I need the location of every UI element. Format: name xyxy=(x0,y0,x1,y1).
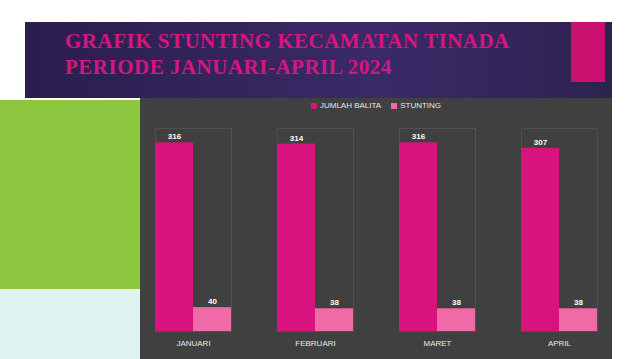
svg-text:MARET: MARET xyxy=(424,339,452,348)
svg-text:38: 38 xyxy=(574,298,583,307)
svg-text:JANUARI: JANUARI xyxy=(176,339,210,348)
html-text:JUMLAH BALITA: JUMLAH BALITA xyxy=(320,101,382,110)
svg-text:316: 316 xyxy=(168,132,182,141)
svg-text:307: 307 xyxy=(534,138,548,147)
svg-text:316: 316 xyxy=(412,132,426,141)
svg-text:38: 38 xyxy=(330,298,339,307)
svg-text:38: 38 xyxy=(452,298,461,307)
html-text:GRAFIK STUNTING KECAMATAN TINA: GRAFIK STUNTING KECAMATAN TINADA PERIODE… xyxy=(65,29,510,79)
svg-text:FEBRUARI: FEBRUARI xyxy=(295,339,335,348)
svg-text:314: 314 xyxy=(290,134,304,143)
svg-text:APRIL: APRIL xyxy=(548,339,572,348)
html-text:STUNTING: STUNTING xyxy=(400,101,441,110)
svg-text:40: 40 xyxy=(208,297,217,306)
